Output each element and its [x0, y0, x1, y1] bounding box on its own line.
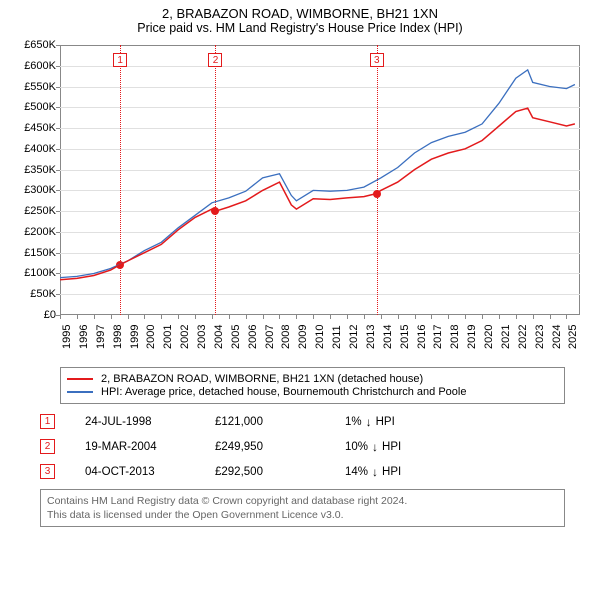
- chart-title: 2, BRABAZON ROAD, WIMBORNE, BH21 1XN: [10, 6, 590, 21]
- transaction-price: £292,500: [215, 466, 345, 478]
- transaction-row: 3 04-OCT-2013£292,50014% ↓ HPI: [40, 464, 590, 479]
- diff-pct: 1%: [345, 416, 362, 428]
- x-tick-label: 1999: [129, 325, 141, 349]
- legend-item-hpi: HPI: Average price, detached house, Bour…: [67, 386, 558, 398]
- legend-item-property: 2, BRABAZON ROAD, WIMBORNE, BH21 1XN (de…: [67, 373, 558, 385]
- transaction-price: £121,000: [215, 416, 345, 428]
- transaction-diff: 14% ↓ HPI: [345, 465, 401, 479]
- transaction-row: 1 24-JUL-1998£121,0001% ↓ HPI: [40, 414, 590, 429]
- legend-label-hpi: HPI: Average price, detached house, Bour…: [101, 386, 466, 398]
- x-tick-label: 2020: [483, 325, 495, 349]
- x-tick-label: 2022: [517, 325, 529, 349]
- transaction-marker: 3: [40, 464, 55, 479]
- x-tick-label: 2025: [567, 325, 579, 349]
- x-tick-label: 2004: [213, 325, 225, 349]
- transaction-price: £249,950: [215, 441, 345, 453]
- x-tick-label: 2002: [179, 325, 191, 349]
- arrow-down-icon: ↓: [366, 415, 372, 429]
- x-tick-label: 2005: [230, 325, 242, 349]
- legend-label-property: 2, BRABAZON ROAD, WIMBORNE, BH21 1XN (de…: [101, 373, 423, 385]
- x-tick-label: 2019: [466, 325, 478, 349]
- diff-pct: 14%: [345, 466, 368, 478]
- series-property: [60, 108, 575, 280]
- x-tick-label: 2008: [280, 325, 292, 349]
- attribution-box: Contains HM Land Registry data © Crown c…: [40, 489, 565, 527]
- diff-label: HPI: [382, 441, 401, 453]
- diff-label: HPI: [382, 466, 401, 478]
- x-tick-label: 2021: [500, 325, 512, 349]
- series-lines: [10, 41, 582, 317]
- x-tick-label: 2013: [365, 325, 377, 349]
- transaction-row: 2 19-MAR-2004£249,95010% ↓ HPI: [40, 439, 590, 454]
- x-tick-label: 2010: [314, 325, 326, 349]
- attribution-line2: This data is licensed under the Open Gov…: [47, 508, 558, 522]
- legend-swatch-hpi: [67, 391, 93, 393]
- x-tick-label: 2014: [382, 325, 394, 349]
- transaction-date: 04-OCT-2013: [85, 466, 215, 478]
- x-tick-label: 2023: [534, 325, 546, 349]
- arrow-down-icon: ↓: [372, 440, 378, 454]
- transaction-diff: 10% ↓ HPI: [345, 440, 401, 454]
- chart-area: £0£50K£100K£150K£200K£250K£300K£350K£400…: [10, 41, 590, 361]
- chart-subtitle: Price paid vs. HM Land Registry's House …: [10, 21, 590, 35]
- x-tick-label: 2000: [145, 325, 157, 349]
- x-tick-label: 2006: [247, 325, 259, 349]
- x-tick-label: 1997: [95, 325, 107, 349]
- transactions-table: 124-JUL-1998£121,0001%↓HPI219-MAR-2004£2…: [40, 414, 590, 479]
- diff-label: HPI: [376, 416, 395, 428]
- x-tick-label: 1995: [61, 325, 73, 349]
- x-tick-label: 1996: [78, 325, 90, 349]
- transaction-date: 24-JUL-1998: [85, 416, 215, 428]
- x-tick-label: 2015: [399, 325, 411, 349]
- x-tick-label: 2007: [264, 325, 276, 349]
- x-tick-label: 2018: [449, 325, 461, 349]
- x-tick-label: 2012: [348, 325, 360, 349]
- series-hpi: [60, 70, 575, 278]
- legend-swatch-property: [67, 378, 93, 380]
- transaction-date: 19-MAR-2004: [85, 441, 215, 453]
- x-tick-label: 2009: [297, 325, 309, 349]
- transaction-marker: 2: [40, 439, 55, 454]
- x-tick-label: 2003: [196, 325, 208, 349]
- x-tick-label: 2001: [162, 325, 174, 349]
- attribution-line1: Contains HM Land Registry data © Crown c…: [47, 494, 558, 508]
- x-tick-label: 2024: [551, 325, 563, 349]
- arrow-down-icon: ↓: [372, 465, 378, 479]
- x-tick-label: 2011: [331, 325, 343, 349]
- transaction-marker: 1: [40, 414, 55, 429]
- legend: 2, BRABAZON ROAD, WIMBORNE, BH21 1XN (de…: [60, 367, 565, 404]
- x-tick-label: 2017: [432, 325, 444, 349]
- transaction-diff: 1% ↓ HPI: [345, 415, 395, 429]
- x-tick-label: 1998: [112, 325, 124, 349]
- x-tick-label: 2016: [416, 325, 428, 349]
- diff-pct: 10%: [345, 441, 368, 453]
